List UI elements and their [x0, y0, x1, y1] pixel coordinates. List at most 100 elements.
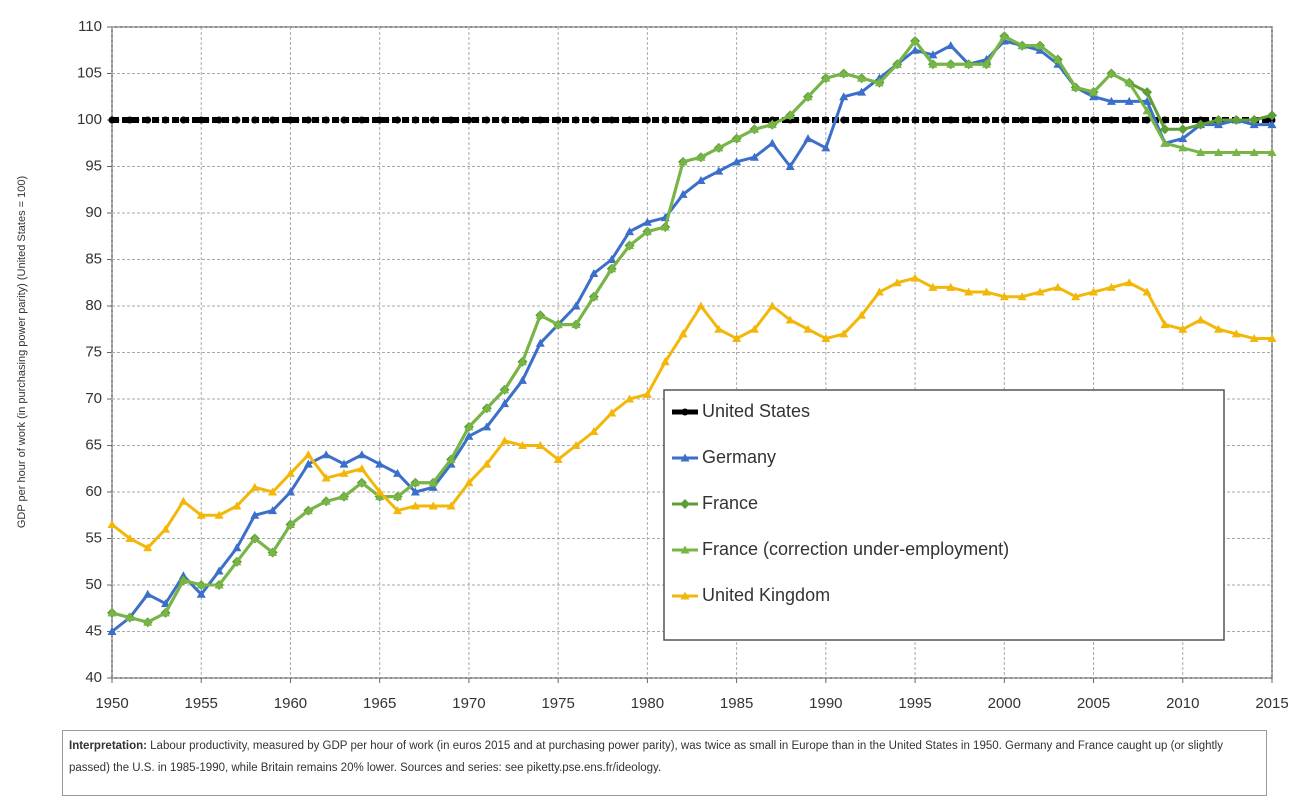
point: [304, 116, 312, 124]
point: [1178, 143, 1188, 152]
point: [821, 73, 831, 82]
point: [589, 292, 599, 301]
point: [910, 36, 920, 45]
point: [321, 496, 331, 505]
point: [233, 116, 241, 124]
point: [535, 338, 545, 347]
x-tick-label: 2010: [1166, 695, 1199, 712]
point: [1160, 138, 1170, 147]
point: [681, 408, 689, 416]
point: [125, 534, 135, 542]
point: [1143, 116, 1151, 124]
y-tick-label: 45: [85, 622, 102, 639]
point: [232, 543, 242, 552]
point: [857, 73, 867, 82]
point: [660, 222, 670, 231]
point: [143, 589, 153, 598]
point: [608, 116, 616, 124]
point: [714, 166, 724, 175]
x-tick-label: 2005: [1077, 695, 1110, 712]
point: [1142, 287, 1152, 296]
point: [839, 69, 849, 77]
point: [858, 116, 866, 124]
legend-label: Germany: [702, 447, 776, 467]
point: [892, 278, 902, 287]
point: [1124, 78, 1134, 87]
point: [339, 459, 349, 468]
point: [625, 227, 635, 236]
point: [822, 116, 830, 124]
point: [500, 436, 510, 445]
point: [964, 59, 974, 68]
point: [767, 138, 777, 147]
point: [1249, 115, 1260, 125]
point: [518, 116, 526, 124]
point: [1054, 116, 1062, 124]
point: [928, 282, 938, 291]
point: [839, 329, 849, 338]
point: [321, 450, 331, 459]
point: [144, 116, 152, 124]
point: [1017, 41, 1027, 50]
point: [553, 320, 563, 329]
x-tick-label: 1985: [720, 695, 753, 712]
point: [1159, 124, 1170, 135]
point: [660, 357, 670, 366]
point: [214, 510, 224, 519]
point: [928, 59, 938, 68]
point: [375, 492, 385, 501]
x-tick-label: 1975: [541, 695, 574, 712]
point: [642, 217, 652, 226]
point: [501, 116, 509, 124]
point: [285, 520, 295, 529]
point: [947, 116, 955, 124]
point: [178, 571, 188, 580]
point: [196, 510, 206, 519]
point: [393, 468, 403, 477]
point: [1090, 116, 1098, 124]
point: [446, 454, 456, 463]
point: [785, 162, 795, 170]
point: [1106, 282, 1116, 291]
chart: GDP per hour of work (in purchasing powe…: [16, 18, 1289, 712]
point: [643, 116, 651, 124]
point: [251, 116, 259, 124]
point: [1035, 287, 1045, 296]
point: [821, 334, 831, 343]
point: [625, 394, 635, 403]
x-tick-label: 1980: [631, 695, 664, 712]
point: [1231, 148, 1241, 157]
point: [999, 292, 1009, 301]
point: [340, 116, 348, 124]
point: [1161, 116, 1169, 124]
point: [1213, 148, 1223, 157]
point: [517, 441, 527, 449]
point: [999, 31, 1009, 40]
point: [178, 575, 188, 584]
point: [535, 310, 545, 319]
point: [1124, 278, 1134, 287]
point: [607, 264, 617, 273]
point: [1106, 96, 1116, 105]
point: [732, 157, 742, 166]
point: [393, 492, 403, 501]
legend-label: France (correction under-employment): [702, 539, 1009, 559]
point: [1053, 55, 1063, 64]
point: [375, 487, 385, 496]
annotation-box: Interpretation: Labour productivity, mea…: [62, 730, 1267, 796]
point: [250, 534, 260, 542]
point: [322, 116, 330, 124]
point: [803, 134, 813, 143]
point: [268, 487, 278, 496]
point: [357, 464, 367, 473]
point: [1178, 324, 1188, 333]
point: [767, 120, 777, 129]
point: [285, 468, 295, 477]
point: [964, 287, 974, 296]
point: [339, 468, 349, 477]
point: [269, 116, 277, 124]
point: [1231, 115, 1242, 125]
point: [1142, 87, 1153, 98]
point: [215, 116, 223, 124]
point: [571, 301, 581, 310]
